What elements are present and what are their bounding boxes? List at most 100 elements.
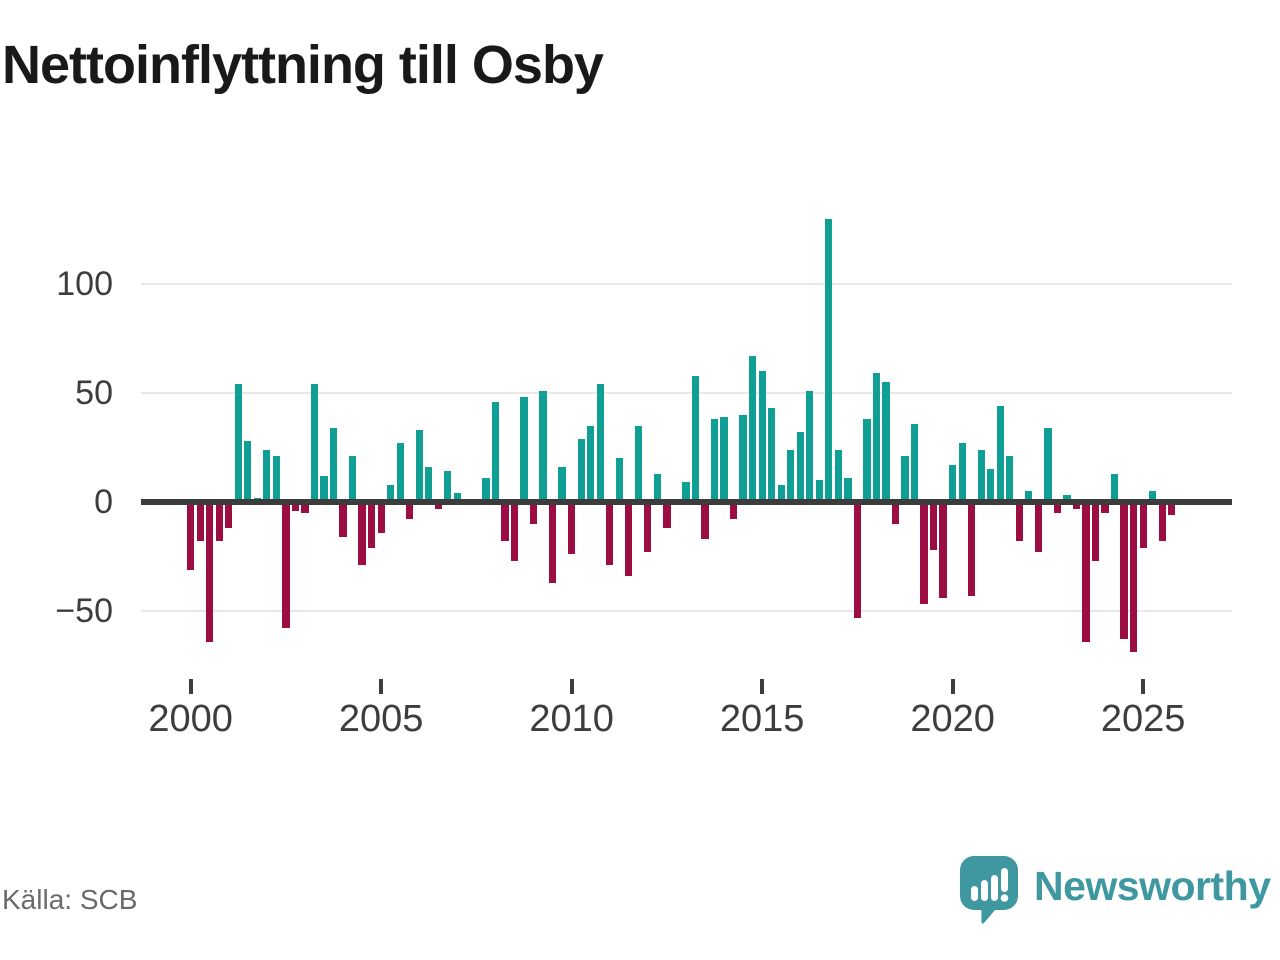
bar-2000-q4 bbox=[215, 502, 223, 542]
bar-2018-q4 bbox=[901, 456, 909, 502]
bar-2008-q4 bbox=[520, 397, 528, 502]
x-tick-2005 bbox=[379, 679, 384, 694]
bar-2005-q4 bbox=[406, 502, 414, 520]
x-tick-label-2000: 2000 bbox=[148, 698, 233, 740]
bar-2003-q4 bbox=[329, 427, 338, 502]
y-tick-label-100: 100 bbox=[56, 265, 113, 303]
bar-2024-q3 bbox=[1120, 502, 1128, 640]
bar-2018-q3 bbox=[891, 502, 900, 524]
bar-2006-q1 bbox=[415, 430, 423, 502]
bar-2020-q4 bbox=[977, 449, 985, 502]
bar-2008-q1 bbox=[491, 401, 500, 502]
bar-2024-q4 bbox=[1129, 502, 1138, 653]
bar-2003-q2 bbox=[310, 384, 319, 502]
bar-2013-q1 bbox=[682, 482, 690, 502]
bar-2000-q3 bbox=[206, 502, 214, 642]
bar-2025-q4 bbox=[1168, 502, 1176, 516]
bar-2002-q1 bbox=[263, 449, 271, 502]
bar-2019-q4 bbox=[939, 502, 947, 598]
x-tick-2000 bbox=[188, 679, 193, 694]
bar-2005-q3 bbox=[396, 443, 404, 502]
bar-2007-q1 bbox=[453, 493, 461, 502]
x-tick-label-2025: 2025 bbox=[1100, 698, 1186, 740]
x-tick-label-2020: 2020 bbox=[910, 698, 995, 740]
bar-2012-q2 bbox=[653, 473, 662, 502]
bar-2015-q2 bbox=[768, 408, 776, 502]
x-tick-label-2010: 2010 bbox=[529, 698, 614, 740]
bar-2017-q2 bbox=[844, 478, 852, 502]
bar-2017-q3 bbox=[853, 502, 862, 618]
bar-2023-q3 bbox=[1082, 502, 1090, 642]
bar-2007-q4 bbox=[482, 478, 490, 502]
bar-2010-q1 bbox=[568, 502, 576, 555]
bar-2002-q2 bbox=[272, 456, 281, 502]
bar-2020-q2 bbox=[958, 443, 966, 502]
bar-2024-q2 bbox=[1110, 473, 1119, 502]
bar-2022-q3 bbox=[1044, 427, 1052, 502]
bar-2006-q2 bbox=[425, 467, 433, 502]
bar-2006-q4 bbox=[444, 471, 452, 502]
bar-2012-q1 bbox=[644, 502, 652, 553]
bar-2021-q1 bbox=[987, 469, 995, 502]
bar-2008-q2 bbox=[501, 502, 509, 542]
bar-2015-q4 bbox=[787, 449, 795, 502]
x-tick-label-2005: 2005 bbox=[338, 698, 424, 740]
x-tick-2010 bbox=[569, 679, 574, 694]
bar-2019-q3 bbox=[929, 502, 938, 550]
gridline-100 bbox=[141, 283, 1232, 285]
bar-2011-q4 bbox=[634, 425, 642, 502]
bar-2012-q3 bbox=[663, 502, 671, 529]
bar-2021-q4 bbox=[1015, 502, 1023, 542]
bar-2008-q3 bbox=[510, 502, 519, 561]
bar-2022-q1 bbox=[1025, 491, 1033, 502]
bar-2023-q2 bbox=[1072, 502, 1081, 509]
bar-2000-q1 bbox=[187, 502, 195, 570]
bar-2025-q1 bbox=[1139, 502, 1147, 548]
bar-2009-q2 bbox=[539, 390, 547, 502]
bar-2011-q2 bbox=[615, 458, 623, 502]
y-tick-label-50: 50 bbox=[75, 374, 113, 412]
x-tick-2020 bbox=[950, 679, 955, 694]
bar-2010-q3 bbox=[587, 425, 595, 502]
bar-2014-q4 bbox=[748, 355, 757, 502]
bar-2001-q1 bbox=[225, 502, 233, 529]
bar-2009-q4 bbox=[558, 467, 566, 502]
bar-2003-q3 bbox=[320, 475, 328, 502]
bar-2009-q1 bbox=[529, 502, 538, 524]
x-tick-label-2015: 2015 bbox=[719, 698, 805, 740]
brand-name: Newsworthy bbox=[1034, 862, 1271, 909]
bar-2014-q2 bbox=[729, 502, 738, 520]
bar-2020-q1 bbox=[949, 464, 957, 502]
bar-2013-q4 bbox=[710, 419, 719, 502]
bar-2015-q3 bbox=[777, 484, 785, 502]
bar-2011-q3 bbox=[625, 502, 633, 577]
bar-2021-q2 bbox=[996, 406, 1004, 502]
bar-2003-q1 bbox=[301, 502, 309, 513]
gridline--50 bbox=[141, 610, 1232, 612]
bar-2002-q4 bbox=[291, 502, 300, 511]
gridline-50 bbox=[141, 392, 1232, 394]
bar-2014-q3 bbox=[739, 414, 747, 502]
bar-2022-q2 bbox=[1034, 502, 1043, 553]
zero-axis-line bbox=[141, 499, 1232, 505]
bar-2011-q1 bbox=[606, 502, 614, 566]
chart-title: Nettoinflyttning till Osby bbox=[2, 35, 604, 95]
y-tick-label--50: −50 bbox=[55, 592, 113, 630]
bar-2000-q2 bbox=[196, 502, 204, 542]
x-tick-2015 bbox=[760, 679, 765, 694]
bar-2020-q3 bbox=[968, 502, 976, 596]
bar-2021-q3 bbox=[1006, 456, 1014, 502]
bar-2017-q1 bbox=[834, 449, 842, 502]
bar-2010-q4 bbox=[596, 384, 604, 502]
bar-2001-q2 bbox=[234, 384, 242, 502]
bar-2004-q1 bbox=[339, 502, 347, 537]
bar-2001-q3 bbox=[244, 440, 252, 502]
bar-2016-q2 bbox=[806, 390, 814, 502]
bar-2002-q3 bbox=[282, 502, 290, 629]
bar-2025-q3 bbox=[1158, 502, 1166, 542]
bar-2004-q4 bbox=[367, 502, 376, 548]
bar-2010-q2 bbox=[577, 438, 585, 502]
bar-2014-q1 bbox=[720, 416, 728, 502]
